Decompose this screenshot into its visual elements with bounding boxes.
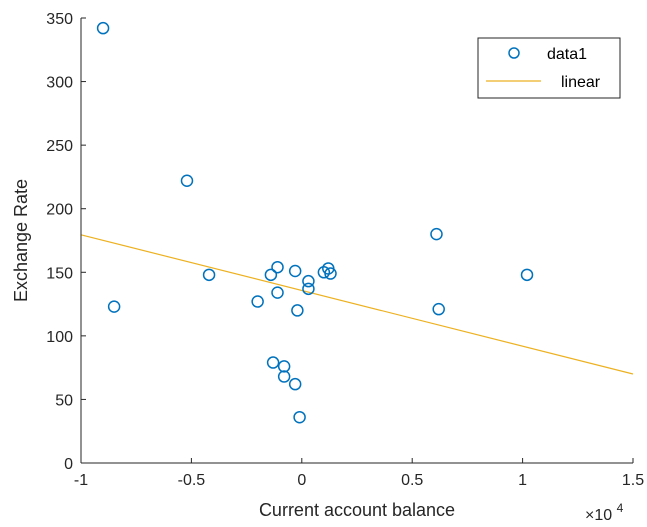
data-point (302, 282, 315, 296)
data-point (291, 304, 304, 317)
x-axis-exponent: ×10 4 (585, 501, 624, 524)
y-tick-label: 50 (55, 392, 73, 409)
x-tick-label: 1.5 (622, 472, 644, 489)
data-point (324, 267, 337, 280)
data-point (277, 370, 291, 383)
chart-ticks: -1 -0.5 0 0.5 1 1.5 0 50 100 150 200 250 300 350 (46, 11, 644, 489)
y-tick-label: 150 (46, 265, 73, 282)
data-point (293, 410, 306, 424)
y-tick-label: 300 (46, 75, 73, 92)
data-point (271, 260, 284, 274)
x-tick-label: 1 (518, 472, 527, 489)
data-point (277, 360, 291, 373)
chart-axes (80, 18, 633, 464)
data-point (288, 264, 302, 278)
x-tick-label: 0 (297, 472, 306, 489)
y-tick-label: 0 (64, 456, 73, 473)
data-point (302, 274, 315, 288)
data-point (317, 266, 331, 279)
x-tick-label: -0.5 (178, 472, 206, 489)
y-tick-label: 350 (46, 11, 73, 28)
legend-box (477, 37, 621, 99)
x-tick-label: -1 (74, 472, 88, 489)
x-axis-exponent-power: 4 (617, 501, 624, 515)
legend-marker-data1 (508, 47, 520, 59)
data-point (520, 268, 534, 282)
data-point (271, 286, 284, 299)
x-tick-label: 0.5 (401, 472, 423, 489)
data-point (180, 174, 194, 187)
data-point (107, 300, 121, 313)
y-axis-label: Exchange Rate (11, 179, 31, 302)
data-point (288, 377, 302, 391)
x-axis-exponent-base: ×10 (585, 507, 612, 524)
data-point (202, 268, 216, 282)
data-point (251, 295, 264, 308)
data-point (430, 227, 443, 241)
data-point (432, 302, 445, 316)
chart-marks (80, 21, 634, 424)
y-tick-label: 200 (46, 202, 73, 219)
y-tick-label: 100 (46, 329, 73, 346)
series-linear-line (80, 234, 634, 375)
data-point (264, 268, 278, 282)
x-axis-label: Current account balance (259, 500, 455, 520)
data-point (96, 21, 110, 35)
data-point (266, 356, 280, 369)
y-tick-label: 250 (46, 138, 73, 155)
legend-label-linear: linear (561, 74, 601, 91)
legend-label-data1: data1 (547, 46, 587, 63)
legend: data1 linear (477, 37, 621, 99)
